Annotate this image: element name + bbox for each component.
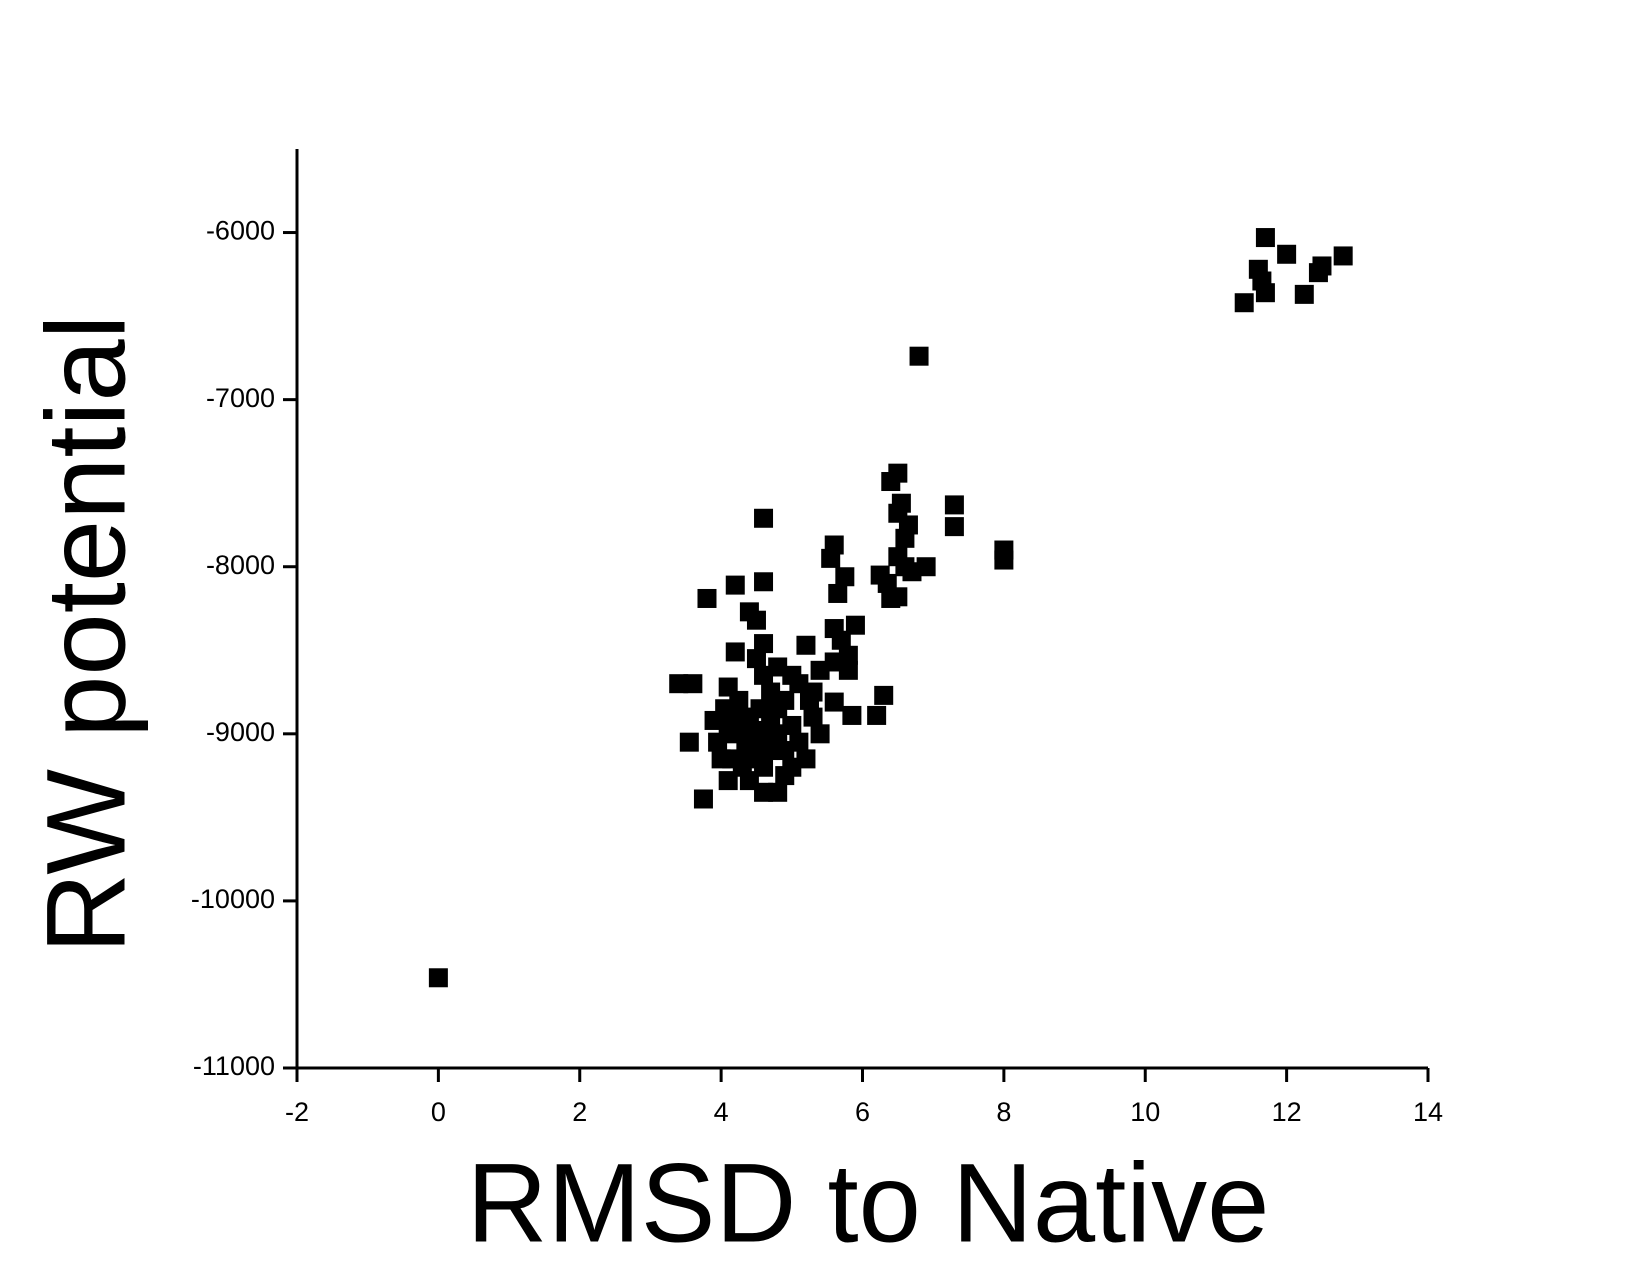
point [1255,283,1275,303]
point [1294,284,1314,304]
point [835,567,855,587]
point [739,771,759,791]
point [775,741,795,761]
point [944,517,964,537]
point [867,705,887,725]
point [1333,246,1353,266]
x-tick-label: 6 [855,1097,870,1127]
y-tick-label: -8000 [206,550,275,580]
point [708,732,728,752]
point [842,705,862,725]
x-tick-label: 0 [431,1097,446,1127]
point [683,674,703,694]
point [722,749,742,769]
x-tick-label: 8 [996,1097,1011,1127]
point [750,699,770,719]
point [881,472,901,492]
point [789,674,809,694]
point [746,649,766,669]
point [810,724,830,744]
point [895,557,915,577]
point [821,548,841,568]
point [1234,293,1254,313]
point [803,707,823,727]
y-tick-label: -10000 [191,884,275,914]
y-tick-label: -6000 [206,216,275,246]
point [725,575,745,595]
x-tick-label: 10 [1130,1097,1160,1127]
point [775,766,795,786]
x-axis-title: RMSD to Native [467,1141,1270,1266]
x-tick-label: 4 [714,1097,729,1127]
point [810,660,830,680]
point [754,572,774,592]
y-axis-title: RW potential [24,314,149,953]
point [1255,228,1275,248]
point [754,634,774,654]
point [782,715,802,735]
point [845,615,865,635]
point [754,508,774,528]
point [768,782,788,802]
x-tick-label: 14 [1413,1097,1443,1127]
point [944,495,964,515]
point [679,732,699,752]
point [895,528,915,548]
point [428,968,448,988]
point [824,692,844,712]
point [874,685,894,705]
point [746,610,766,630]
point [1312,256,1332,276]
point [796,635,816,655]
point [757,720,777,740]
point [831,630,851,650]
point [909,346,929,366]
point [761,682,781,702]
point [888,587,908,607]
point [799,690,819,710]
y-tick-label: -7000 [206,383,275,413]
x-tick-label: 2 [572,1097,587,1127]
point [715,699,735,719]
y-tick-label: -9000 [206,717,275,747]
point [693,789,713,809]
point [697,588,717,608]
point [736,732,756,752]
point [828,583,848,603]
y-tick-label: -11000 [193,1051,275,1081]
x-tick-label: -2 [285,1097,309,1127]
point [994,550,1014,570]
x-tick-label: 12 [1272,1097,1302,1127]
point [725,642,745,662]
point [1277,244,1297,264]
